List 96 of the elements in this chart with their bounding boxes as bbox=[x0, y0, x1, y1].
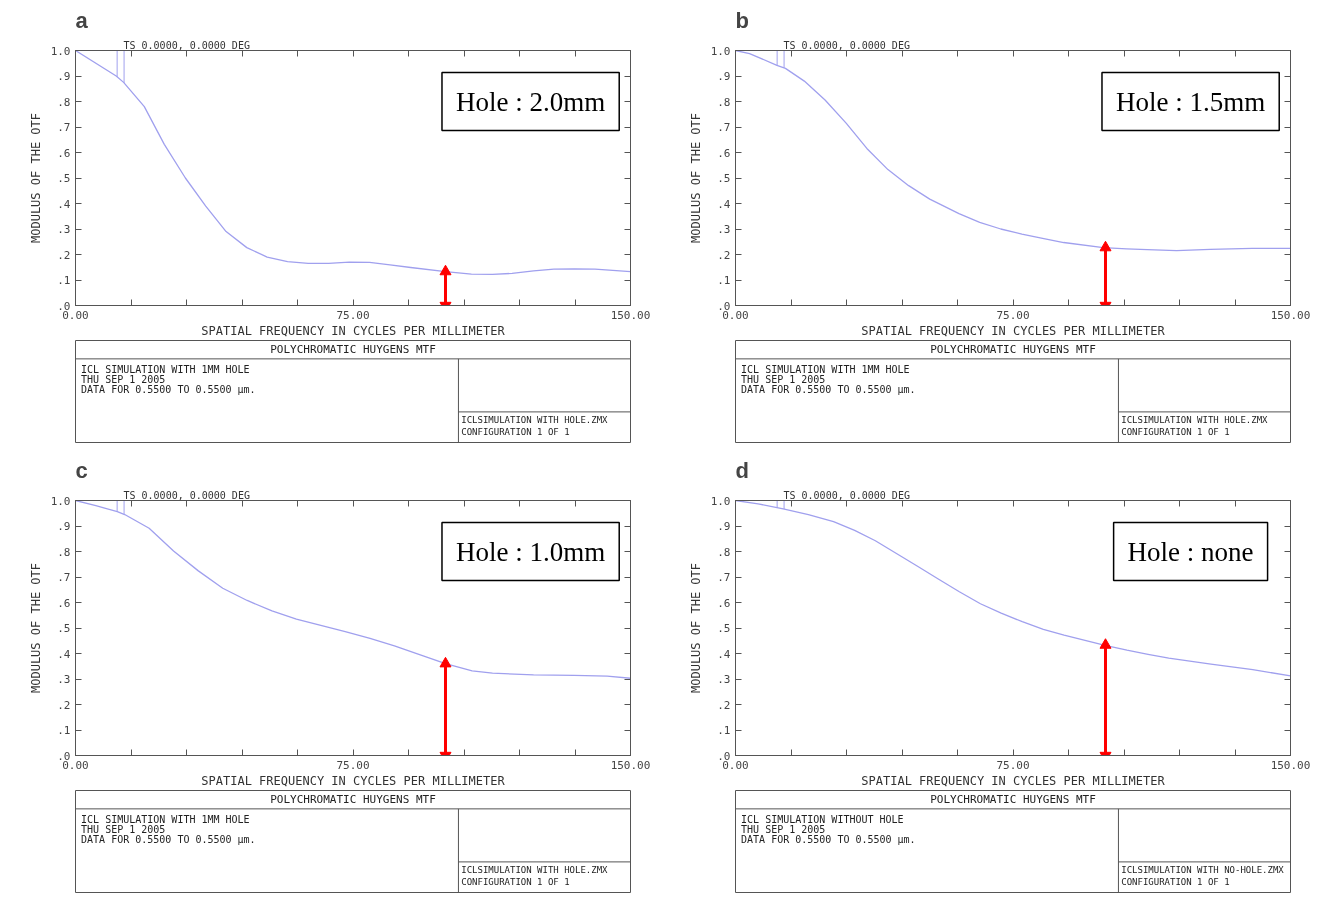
y-axis-title: MODULUS OF THE OTF bbox=[28, 562, 43, 694]
annotation: Hole : 2.0mm bbox=[455, 86, 606, 117]
y-tick-label: .1 bbox=[57, 274, 71, 287]
text: ICL SIMULATION WITH 1MM HOLE bbox=[81, 363, 250, 375]
x-tick-label: 75.00 bbox=[336, 308, 370, 322]
y-tick-label: .7 bbox=[717, 121, 731, 134]
y-tick-label: .1 bbox=[57, 724, 71, 737]
y-tick-label: .3 bbox=[57, 673, 71, 686]
y-tick-label: .4 bbox=[717, 647, 731, 661]
y-tick-label: .4 bbox=[717, 197, 731, 211]
series-label: TS 0.0000, 0.0000 DEG bbox=[783, 489, 910, 501]
text: CONFIGURATION 1 OF 1 bbox=[461, 877, 570, 888]
y-tick-label: .2 bbox=[57, 698, 71, 712]
y-tick-label: .1 bbox=[717, 724, 731, 737]
y-tick-label: .3 bbox=[717, 673, 731, 686]
text: c bbox=[75, 457, 88, 483]
x-tick-label: 75.00 bbox=[996, 308, 1030, 322]
y-tick-label: .9 bbox=[717, 70, 731, 83]
y-tick-label: .9 bbox=[57, 520, 71, 533]
y-tick-label: .1 bbox=[717, 274, 731, 287]
x-tick-label: 0.00 bbox=[62, 308, 89, 322]
y-tick-label: .7 bbox=[57, 121, 71, 134]
text: b bbox=[735, 7, 749, 33]
text: THU SEP 1 2005 bbox=[741, 823, 826, 835]
text: DATA FOR 0.5500 TO 0.5500 μm. bbox=[741, 833, 916, 845]
annotation: Hole : 1.5mm bbox=[1115, 86, 1266, 117]
text: ICLSIMULATION WITH HOLE.ZMX bbox=[461, 865, 609, 876]
text: POLYCHROMATIC HUYGENS MTF bbox=[270, 343, 436, 357]
x-tick-label: 0.00 bbox=[722, 308, 749, 322]
y-tick-label: .4 bbox=[57, 197, 71, 211]
text: CONFIGURATION 1 OF 1 bbox=[1121, 877, 1230, 888]
text: THU SEP 1 2005 bbox=[81, 373, 166, 385]
x-tick-label: 75.00 bbox=[336, 758, 370, 772]
text: DATA FOR 0.5500 TO 0.5500 μm. bbox=[81, 833, 256, 845]
y-tick-label: .6 bbox=[57, 146, 71, 160]
y-tick-label: .6 bbox=[717, 596, 731, 610]
text: CONFIGURATION 1 OF 1 bbox=[461, 427, 570, 438]
text: ICLSIMULATION WITH HOLE.ZMX bbox=[461, 415, 609, 426]
x-axis-title: SPATIAL FREQUENCY IN CYCLES PER MILLIMETER bbox=[861, 773, 1166, 788]
text: TS 0.0000, 0.0000 DEG bbox=[123, 39, 250, 51]
x-tick-label: 75.00 bbox=[996, 758, 1030, 772]
text: ICL SIMULATION WITH 1MM HOLE bbox=[741, 363, 910, 375]
y-tick-label: .3 bbox=[717, 223, 731, 236]
text: ICL SIMULATION WITHOUT HOLE bbox=[741, 813, 904, 825]
y-tick-label: .2 bbox=[717, 248, 731, 262]
text: ICLSIMULATION WITH NO-HOLE.ZMX bbox=[1121, 865, 1285, 876]
y-tick-label: .5 bbox=[57, 622, 71, 635]
y-tick-label: .9 bbox=[57, 70, 71, 83]
x-axis-title: SPATIAL FREQUENCY IN CYCLES PER MILLIMETER bbox=[201, 323, 506, 338]
text: THU SEP 1 2005 bbox=[741, 373, 826, 385]
series-label: TS 0.0000, 0.0000 DEG bbox=[783, 39, 910, 51]
y-tick-label: .5 bbox=[57, 172, 71, 185]
y-axis-title: MODULUS OF THE OTF bbox=[688, 112, 703, 244]
y-tick-label: .7 bbox=[57, 571, 71, 584]
x-tick-label: 150.00 bbox=[610, 758, 651, 772]
text: DATA FOR 0.5500 TO 0.5500 μm. bbox=[81, 383, 256, 395]
y-tick-label: .8 bbox=[57, 545, 71, 559]
y-tick-label: .2 bbox=[57, 248, 71, 262]
y-tick-label: 1.0 bbox=[50, 44, 71, 58]
x-tick-label: 0.00 bbox=[722, 758, 749, 772]
y-tick-label: .7 bbox=[717, 571, 731, 584]
text: ICL SIMULATION WITH 1MM HOLE bbox=[81, 813, 250, 825]
y-axis-title: MODULUS OF THE OTF bbox=[688, 562, 703, 694]
annotation: Hole : 1.0mm bbox=[455, 536, 606, 567]
text: POLYCHROMATIC HUYGENS MTF bbox=[270, 793, 436, 807]
y-tick-label: 1.0 bbox=[710, 494, 731, 508]
y-tick-label: .6 bbox=[717, 146, 731, 160]
text: d bbox=[735, 457, 749, 483]
x-tick-label: 0.00 bbox=[62, 758, 89, 772]
x-tick-label: 150.00 bbox=[1270, 758, 1311, 772]
text: a bbox=[75, 7, 89, 33]
annotation: Hole : none bbox=[1127, 536, 1254, 567]
y-tick-label: .2 bbox=[717, 698, 731, 712]
y-tick-label: .8 bbox=[57, 95, 71, 109]
text: ICLSIMULATION WITH HOLE.ZMX bbox=[1121, 415, 1269, 426]
x-tick-label: 150.00 bbox=[1270, 308, 1311, 322]
y-tick-label: .4 bbox=[57, 647, 71, 661]
y-tick-label: .8 bbox=[717, 545, 731, 559]
text: CONFIGURATION 1 OF 1 bbox=[1121, 427, 1230, 438]
y-tick-label: .5 bbox=[717, 622, 731, 635]
y-tick-label: .9 bbox=[717, 520, 731, 533]
text: POLYCHROMATIC HUYGENS MTF bbox=[930, 793, 1096, 807]
y-tick-label: .3 bbox=[57, 223, 71, 236]
series-label: TS 0.0000, 0.0000 DEG bbox=[123, 489, 250, 501]
text: THU SEP 1 2005 bbox=[81, 823, 166, 835]
y-tick-label: .8 bbox=[717, 95, 731, 109]
y-axis-title: MODULUS OF THE OTF bbox=[28, 112, 43, 244]
x-tick-label: 150.00 bbox=[610, 308, 651, 322]
x-axis-title: SPATIAL FREQUENCY IN CYCLES PER MILLIMETER bbox=[861, 323, 1166, 338]
x-axis-title: SPATIAL FREQUENCY IN CYCLES PER MILLIMETER bbox=[201, 773, 506, 788]
y-tick-label: 1.0 bbox=[710, 44, 731, 58]
y-tick-label: .6 bbox=[57, 596, 71, 610]
text: POLYCHROMATIC HUYGENS MTF bbox=[930, 343, 1096, 357]
y-tick-label: 1.0 bbox=[50, 494, 71, 508]
text: DATA FOR 0.5500 TO 0.5500 μm. bbox=[741, 383, 916, 395]
y-tick-label: .5 bbox=[717, 172, 731, 185]
